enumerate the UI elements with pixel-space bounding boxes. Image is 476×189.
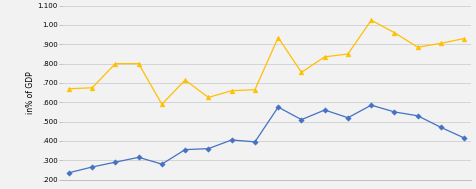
Y-axis label: in% of GDP: in% of GDP — [26, 71, 35, 114]
